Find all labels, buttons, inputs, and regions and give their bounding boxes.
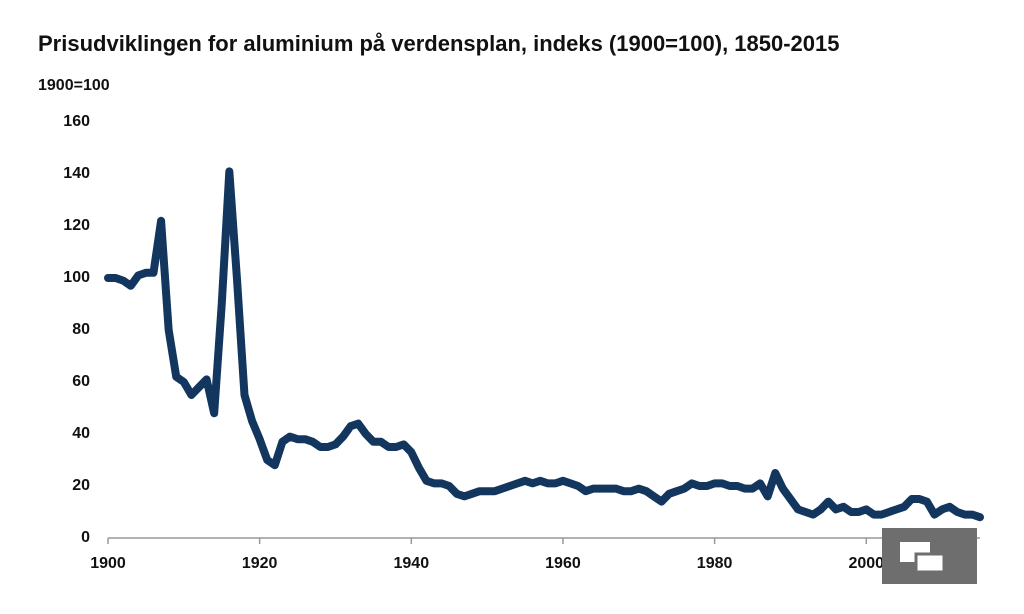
x-tick-label: 1980	[697, 555, 733, 572]
chart-title: Prisudviklingen for aluminium på verdens…	[38, 31, 840, 56]
x-tick-label: 1960	[545, 555, 581, 572]
plot: 0 20 40 60 80 100 120 140 160 1900 1920 1940 1960 198…	[63, 113, 984, 572]
y-tick-label: 20	[72, 477, 90, 494]
y-tick-label: 160	[63, 113, 90, 130]
y-tick-label: 120	[63, 217, 90, 234]
y-tick-label: 0	[81, 529, 90, 546]
overlay-icon	[882, 528, 977, 584]
y-tick-label: 60	[72, 373, 90, 390]
y-axis-label: 1900=100	[38, 77, 110, 94]
x-tick-label: 2000	[848, 555, 884, 572]
y-tick-label: 80	[72, 321, 90, 338]
y-tick-label: 140	[63, 165, 90, 182]
y-tick-label: 100	[63, 269, 90, 286]
overlay-shape	[914, 552, 946, 574]
data-line	[104, 167, 984, 522]
x-tick-label: 1900	[90, 555, 126, 572]
y-tick-label: 40	[72, 425, 90, 442]
x-tick-label: 1920	[242, 555, 278, 572]
x-tick-label: 1940	[394, 555, 430, 572]
